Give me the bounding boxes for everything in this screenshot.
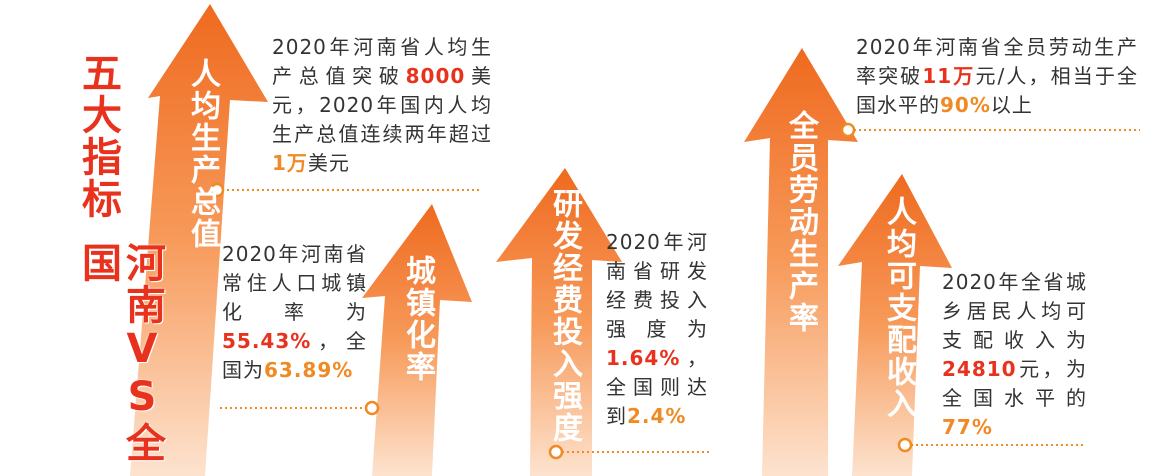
description-text: 元/人，相当于全国水平的 <box>856 64 1138 117</box>
description: 2020年河南省全员劳动生产率突破11万元/人，相当于全国水平的90%以上 <box>856 33 1138 120</box>
highlight-number: 55.43% <box>222 329 312 353</box>
indicator-label: 人均生产总值 <box>185 58 220 250</box>
arrow <box>496 168 622 476</box>
dots <box>209 122 913 460</box>
indicator-label: 城镇化率 <box>400 255 435 383</box>
arrow <box>362 204 472 476</box>
description: 2020年河南省常住人口城镇化率为 55.43%，全国为63.89% <box>222 240 367 385</box>
highlight-number: 1.64% <box>606 346 681 370</box>
indicator-label: 研发经费投入强度 <box>547 188 582 444</box>
arrow <box>130 4 268 476</box>
description: 2020年河南省人均生产总值突破8000美元，2020年国内人均生产总值连续两年… <box>272 33 492 178</box>
highlight-number: 2.4% <box>627 404 687 428</box>
leader-lines <box>220 129 1140 453</box>
description-text: 2020年河南省常住人口城镇化率为 <box>222 242 367 324</box>
highlight-number: 24810 <box>942 357 1017 381</box>
description-text: 2020年河南省研发经费投入强度为 <box>606 230 708 341</box>
description-text: ，全国则达到 <box>606 346 708 428</box>
arrow <box>838 174 952 476</box>
description-text: 2020年全省城乡居民人均可支配收入为 <box>942 270 1087 352</box>
highlight-number: 77% <box>942 415 993 439</box>
description: 2020年河南省研发经费投入强度为 1.64%，全国则达到2.4% <box>606 228 708 431</box>
highlight-number: 11万 <box>922 64 976 88</box>
indicator-label: 全员劳动生产率 <box>783 110 818 334</box>
highlight-number: 1万 <box>272 151 308 175</box>
description-text: 元，为全国水平的 <box>942 357 1087 410</box>
description-text: 2020年河南省人均生产总值突破 <box>272 35 492 88</box>
description-text: ，全国为 <box>222 329 367 382</box>
highlight-number: 8000 <box>405 64 466 88</box>
description-text: 2020年河南省全员劳动生产率突破 <box>856 35 1138 88</box>
description-text: 以上 <box>990 93 1033 117</box>
arrow <box>744 48 858 476</box>
side-title: 五大指标 <box>75 52 121 220</box>
description-text: 美元 <box>307 151 350 175</box>
description: 2020年全省城乡居民人均可支配收入为 24810元，为全国水平的 77% <box>942 268 1087 442</box>
side-title: 河南VS全国 <box>75 242 165 464</box>
highlight-number: 63.89% <box>264 358 354 382</box>
indicator-label: 人均可支配收入 <box>881 196 916 420</box>
description-text: 美元，2020年国内人均生产总值连续两年超过 <box>272 64 493 146</box>
highlight-number: 90% <box>940 93 991 117</box>
